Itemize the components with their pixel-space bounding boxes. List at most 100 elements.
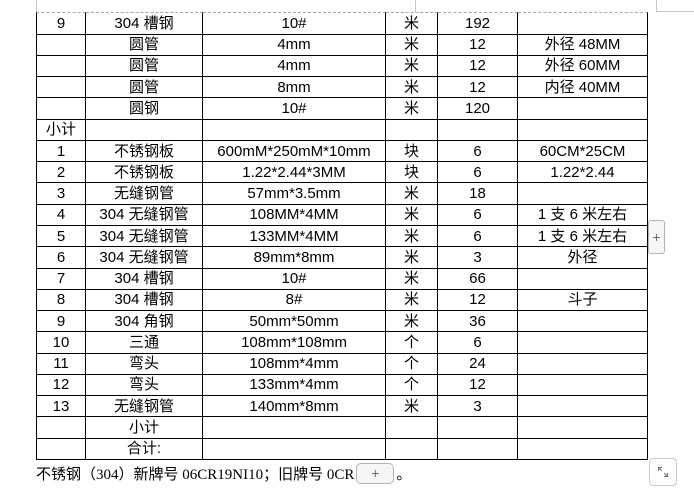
table-cell[interactable]: 个 [386, 332, 438, 354]
table-cell[interactable]: 1.22*2.44 [518, 162, 648, 184]
table-cell[interactable] [438, 119, 518, 141]
table-cell[interactable]: 米 [386, 55, 438, 78]
table-cell[interactable] [518, 311, 648, 333]
table-cell[interactable] [203, 438, 386, 460]
table-cell[interactable]: 6 [438, 140, 518, 163]
table-cell[interactable]: 8 [36, 289, 86, 312]
table-cell[interactable]: 3 [36, 183, 86, 205]
table-resize-handle[interactable] [649, 458, 677, 486]
table-cell[interactable]: 1 支 6 米左右 [518, 225, 648, 248]
table-cell[interactable]: 24 [438, 353, 518, 375]
table-cell[interactable]: 12 [36, 374, 86, 397]
table-cell[interactable]: 块 [386, 140, 438, 163]
table-cell[interactable]: 米 [386, 34, 438, 56]
table-cell[interactable]: 外径 [518, 247, 648, 269]
table-cell[interactable]: 12 [438, 34, 518, 56]
table-cell[interactable] [518, 353, 648, 375]
table-cell[interactable]: 斗子 [518, 289, 648, 312]
table-cell[interactable]: 弯头 [86, 374, 203, 397]
table-cell[interactable]: 无缝钢管 [86, 396, 203, 418]
table-cell[interactable]: 11 [36, 353, 86, 375]
table-cell[interactable] [203, 119, 386, 141]
table-cell[interactable]: 3 [438, 396, 518, 418]
table-cell[interactable]: 圆管 [86, 77, 203, 99]
table-cell[interactable]: 外径 60MM [518, 55, 648, 78]
table-cell[interactable]: 10# [203, 268, 386, 290]
table-cell[interactable]: 66 [438, 268, 518, 290]
table-cell[interactable]: 米 [386, 77, 438, 99]
table-cell[interactable]: 小计 [36, 119, 86, 141]
table-cell[interactable] [518, 98, 648, 120]
table-cell[interactable]: 133MM*4MM [203, 225, 386, 248]
table-cell[interactable]: 6 [438, 204, 518, 226]
table-cell[interactable] [518, 12, 648, 35]
table-cell[interactable]: 3 [438, 247, 518, 269]
table-cell[interactable] [518, 417, 648, 439]
table-cell[interactable]: 9 [36, 12, 86, 35]
table-cell[interactable]: 600mM*250mM*10mm [203, 140, 386, 163]
table-cell[interactable] [203, 417, 386, 439]
table-cell[interactable] [438, 438, 518, 460]
table-cell[interactable]: 304 槽钢 [86, 289, 203, 312]
table-cell[interactable] [86, 119, 203, 141]
table-cell[interactable] [518, 119, 648, 141]
table-cell[interactable]: 米 [386, 268, 438, 290]
table-cell[interactable] [36, 417, 86, 439]
table-cell[interactable]: 304 无缝钢管 [86, 204, 203, 226]
table-cell[interactable]: 108mm*4mm [203, 353, 386, 375]
table-cell[interactable]: 304 角钢 [86, 311, 203, 333]
table-cell[interactable]: 米 [386, 12, 438, 35]
table-cell[interactable]: 57mm*3.5mm [203, 183, 386, 205]
table-cell[interactable] [36, 55, 86, 78]
table-cell[interactable] [518, 396, 648, 418]
table-cell[interactable]: 36 [438, 311, 518, 333]
table-cell[interactable]: 18 [438, 183, 518, 205]
table-cell[interactable]: 8# [203, 289, 386, 312]
table-cell[interactable] [386, 119, 438, 141]
table-cell[interactable] [518, 374, 648, 397]
table-cell[interactable]: 304 无缝钢管 [86, 225, 203, 248]
table-cell[interactable]: 1.22*2.44*3MM [203, 162, 386, 184]
table-cell[interactable] [518, 268, 648, 290]
table-cell[interactable]: 12 [438, 77, 518, 99]
table-cell[interactable]: 10 [36, 332, 86, 354]
table-cell[interactable]: 米 [386, 247, 438, 269]
insert-row-button[interactable]: + [356, 462, 395, 484]
table-cell[interactable]: 9 [36, 311, 86, 333]
table-cell[interactable]: 外径 48MM [518, 34, 648, 56]
table-cell[interactable]: 1 支 6 米左右 [518, 204, 648, 226]
table-cell[interactable]: 米 [386, 396, 438, 418]
table-cell[interactable]: 120 [438, 98, 518, 120]
table-cell[interactable]: 无缝钢管 [86, 183, 203, 205]
table-cell[interactable]: 个 [386, 353, 438, 375]
table-cell[interactable] [518, 183, 648, 205]
table-cell[interactable]: 5 [36, 225, 86, 248]
table-cell[interactable]: 7 [36, 268, 86, 290]
table-cell[interactable]: 米 [386, 225, 438, 248]
table-cell[interactable]: 13 [36, 396, 86, 418]
table-cell[interactable] [438, 417, 518, 439]
table-cell[interactable]: 304 槽钢 [86, 268, 203, 290]
table-cell[interactable]: 块 [386, 162, 438, 184]
table-cell[interactable]: 米 [386, 98, 438, 120]
table-cell[interactable]: 4mm [203, 34, 386, 56]
table-cell[interactable]: 10# [203, 98, 386, 120]
table-cell[interactable]: 304 槽钢 [86, 12, 203, 35]
table-cell[interactable] [518, 438, 648, 460]
insert-column-button[interactable]: + [648, 220, 665, 254]
table-cell[interactable]: 192 [438, 12, 518, 35]
table-cell[interactable] [386, 417, 438, 439]
table-cell[interactable]: 12 [438, 55, 518, 78]
table-cell[interactable]: 8mm [203, 77, 386, 99]
table-cell[interactable]: 内径 40MM [518, 77, 648, 99]
table-cell[interactable] [36, 438, 86, 460]
table-cell[interactable]: 12 [438, 289, 518, 312]
table-cell[interactable] [386, 438, 438, 460]
footer-paragraph[interactable]: 不锈钢（304）新牌号 06CR19NI10；旧牌号 0CR + 。 [36, 461, 411, 485]
table-cell[interactable]: 圆管 [86, 34, 203, 56]
table-cell[interactable]: 弯头 [86, 353, 203, 375]
table-cell[interactable]: 1 [36, 140, 86, 163]
table-cell[interactable]: 不锈钢板 [86, 162, 203, 184]
table-cell[interactable]: 6 [438, 162, 518, 184]
table-cell[interactable]: 6 [36, 247, 86, 269]
